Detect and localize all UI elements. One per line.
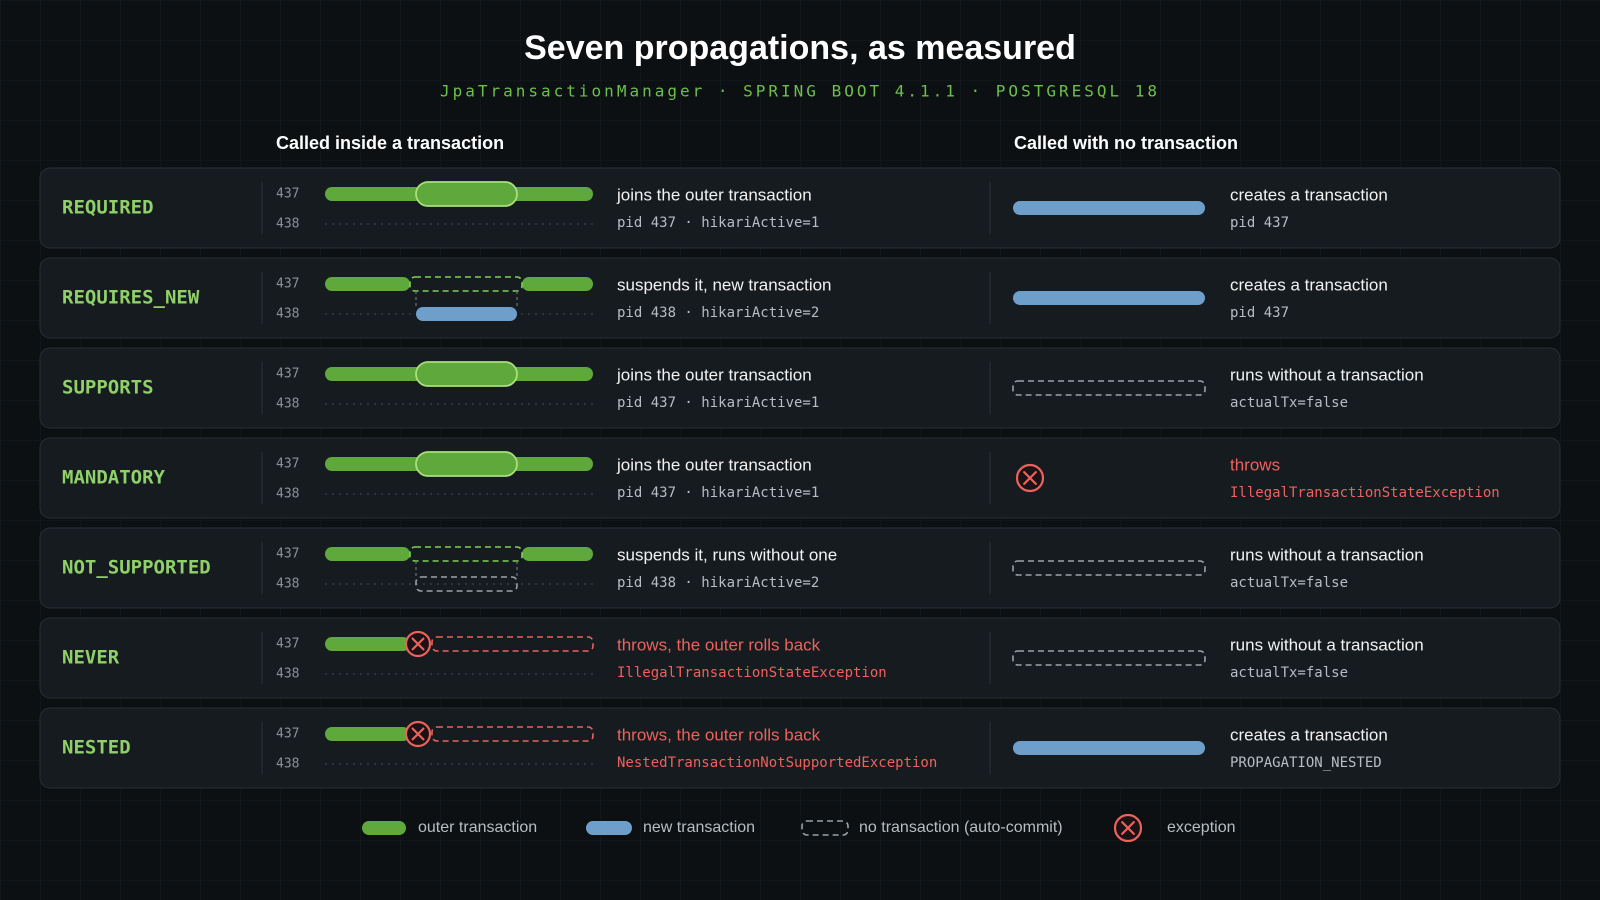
row-card <box>39 167 1561 249</box>
suspend-link <box>415 561 518 577</box>
outside-detail: actualTx=false <box>1230 575 1348 591</box>
inside-result: joins the outer transaction <box>616 365 812 384</box>
joined-call <box>415 181 518 207</box>
inside-result: throws, the outer rolls back <box>617 635 821 654</box>
lane-label: 438 <box>276 667 299 682</box>
legend-label: no transaction (auto-commit) <box>859 819 1063 836</box>
exception-icon-cross <box>1023 471 1037 485</box>
lane-label: 437 <box>276 727 299 742</box>
new-transaction <box>1013 291 1205 305</box>
suspended-outer <box>409 546 523 562</box>
outside-detail: pid 437 <box>1230 305 1289 321</box>
lane-label: 437 <box>276 277 299 292</box>
legend-swatch <box>586 821 632 835</box>
row-card <box>39 437 1561 519</box>
outside-detail: actualTx=false <box>1230 665 1348 681</box>
lane-label: 437 <box>276 187 299 202</box>
lane-label: 438 <box>276 397 299 412</box>
inside-detail: pid 437 · hikariActive=1 <box>617 215 819 231</box>
new-transaction <box>1013 741 1205 755</box>
joined-call <box>415 361 518 387</box>
legend-label: outer transaction <box>418 819 537 836</box>
column-header: Called inside a transaction <box>276 133 504 153</box>
inside-detail: NestedTransactionNotSupportedException <box>617 755 937 771</box>
lane-label: 437 <box>276 367 299 382</box>
lane-label: 438 <box>276 577 299 592</box>
legend-swatch <box>362 821 406 835</box>
column-header: Called with no transaction <box>1014 133 1238 153</box>
row-card <box>39 617 1561 699</box>
new-transaction <box>1013 201 1205 215</box>
outer-transaction <box>325 727 410 741</box>
outside-detail: actualTx=false <box>1230 395 1348 411</box>
propagation-name: MANDATORY <box>62 467 166 489</box>
outside-result: creates a transaction <box>1230 185 1388 204</box>
outer-transaction <box>325 277 410 291</box>
outer-transaction <box>325 637 410 651</box>
lane-label: 437 <box>276 637 299 652</box>
legend-label: exception <box>1167 819 1236 836</box>
no-transaction <box>415 576 518 592</box>
exception-icon-cross <box>411 727 425 741</box>
title: Seven propagations, as measured <box>524 29 1076 67</box>
propagation-name: REQUIRED <box>62 197 154 219</box>
inside-result: joins the outer transaction <box>616 455 812 474</box>
no-transaction <box>1012 560 1206 576</box>
outside-detail: pid 437 <box>1230 215 1289 231</box>
lane-label: 438 <box>276 487 299 502</box>
propagation-name: NESTED <box>62 737 131 759</box>
inside-result: suspends it, new transaction <box>617 275 832 294</box>
no-transaction <box>1012 380 1206 396</box>
legend-label: new transaction <box>643 819 755 836</box>
outside-result: runs without a transaction <box>1230 545 1424 564</box>
propagation-name: SUPPORTS <box>62 377 154 399</box>
outer-transaction <box>522 277 593 291</box>
propagation-name: NOT_SUPPORTED <box>62 557 211 579</box>
outer-transaction <box>325 547 410 561</box>
outside-result: throws <box>1230 455 1280 474</box>
legend-swatch <box>801 820 849 836</box>
row-card <box>39 707 1561 789</box>
lane-label: 437 <box>276 547 299 562</box>
outer-transaction <box>522 547 593 561</box>
inside-result: joins the outer transaction <box>616 185 812 204</box>
outside-detail: IllegalTransactionStateException <box>1230 485 1500 501</box>
outside-detail: PROPAGATION_NESTED <box>1230 755 1382 771</box>
outside-result: creates a transaction <box>1230 725 1388 744</box>
lane-label: 438 <box>276 307 299 322</box>
row-card <box>39 257 1561 339</box>
new-transaction <box>416 307 517 321</box>
row-card <box>39 347 1561 429</box>
inside-detail: IllegalTransactionStateException <box>617 665 887 681</box>
legend-swatch-cross <box>1121 821 1135 835</box>
lane-label: 438 <box>276 217 299 232</box>
inside-detail: pid 438 · hikariActive=2 <box>617 305 819 321</box>
row-card <box>39 527 1561 609</box>
outside-result: runs without a transaction <box>1230 635 1424 654</box>
inside-result: throws, the outer rolls back <box>617 725 821 744</box>
subtitle: JpaTransactionManager · SPRING BOOT 4.1.… <box>440 82 1160 101</box>
no-transaction <box>1012 650 1206 666</box>
inside-detail: pid 437 · hikariActive=1 <box>617 395 819 411</box>
suspended-outer <box>409 276 523 292</box>
rolled-back <box>431 636 594 652</box>
suspend-link <box>415 291 518 307</box>
lane-label: 438 <box>276 757 299 772</box>
rolled-back <box>431 726 594 742</box>
outside-result: creates a transaction <box>1230 275 1388 294</box>
joined-call <box>415 451 518 477</box>
outside-result: runs without a transaction <box>1230 365 1424 384</box>
propagation-name: NEVER <box>62 647 120 669</box>
lane-label: 437 <box>276 457 299 472</box>
propagation-name: REQUIRES_NEW <box>62 287 200 309</box>
inside-detail: pid 437 · hikariActive=1 <box>617 485 819 501</box>
inside-detail: pid 438 · hikariActive=2 <box>617 575 819 591</box>
exception-icon-cross <box>411 637 425 651</box>
inside-result: suspends it, runs without one <box>617 545 837 564</box>
